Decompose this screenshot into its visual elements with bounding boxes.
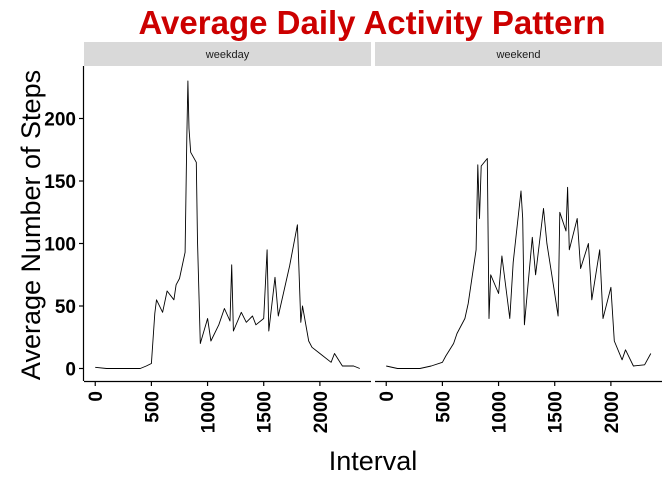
x-tick-label: 0 bbox=[86, 391, 107, 402]
chart-title: Average Daily Activity Pattern bbox=[138, 4, 605, 41]
facet-strip bbox=[375, 42, 662, 66]
facet-panels: weekday 0 500 1000 1500 2000 weekend 0 500 1000 15… bbox=[84, 42, 662, 433]
series-line-weekday bbox=[95, 80, 360, 369]
x-axis-title: Interval bbox=[329, 446, 418, 476]
x-tick-label: 1000 bbox=[199, 391, 220, 433]
facet-strip-label: weekday bbox=[205, 49, 250, 61]
x-tick-label: 1500 bbox=[546, 391, 567, 433]
facet-panel-weekday: weekday 0 500 1000 1500 2000 bbox=[84, 42, 371, 433]
x-tick-label: 2000 bbox=[602, 391, 623, 433]
facet-panel-weekend: weekend 0 500 1000 1500 2000 bbox=[375, 42, 662, 433]
y-axis-title: Average Number of Steps bbox=[16, 70, 46, 380]
x-tick-label: 2000 bbox=[311, 391, 332, 433]
y-axis: 0 50 100 150 200 bbox=[44, 66, 85, 381]
facet-strip bbox=[84, 42, 371, 66]
x-tick-label: 0 bbox=[377, 391, 398, 402]
x-tick-label: 1500 bbox=[255, 391, 276, 433]
y-tick-label: 200 bbox=[44, 110, 76, 131]
y-tick-label: 0 bbox=[65, 360, 76, 381]
x-tick-label: 500 bbox=[142, 391, 163, 423]
y-tick-label: 50 bbox=[55, 297, 76, 318]
facet-strip-label: weekend bbox=[495, 49, 540, 61]
series-line-weekend bbox=[386, 158, 652, 369]
y-tick-label: 150 bbox=[44, 172, 76, 193]
x-tick-label: 1000 bbox=[490, 391, 511, 433]
y-tick-label: 100 bbox=[44, 235, 76, 256]
x-tick-label: 500 bbox=[433, 391, 454, 423]
